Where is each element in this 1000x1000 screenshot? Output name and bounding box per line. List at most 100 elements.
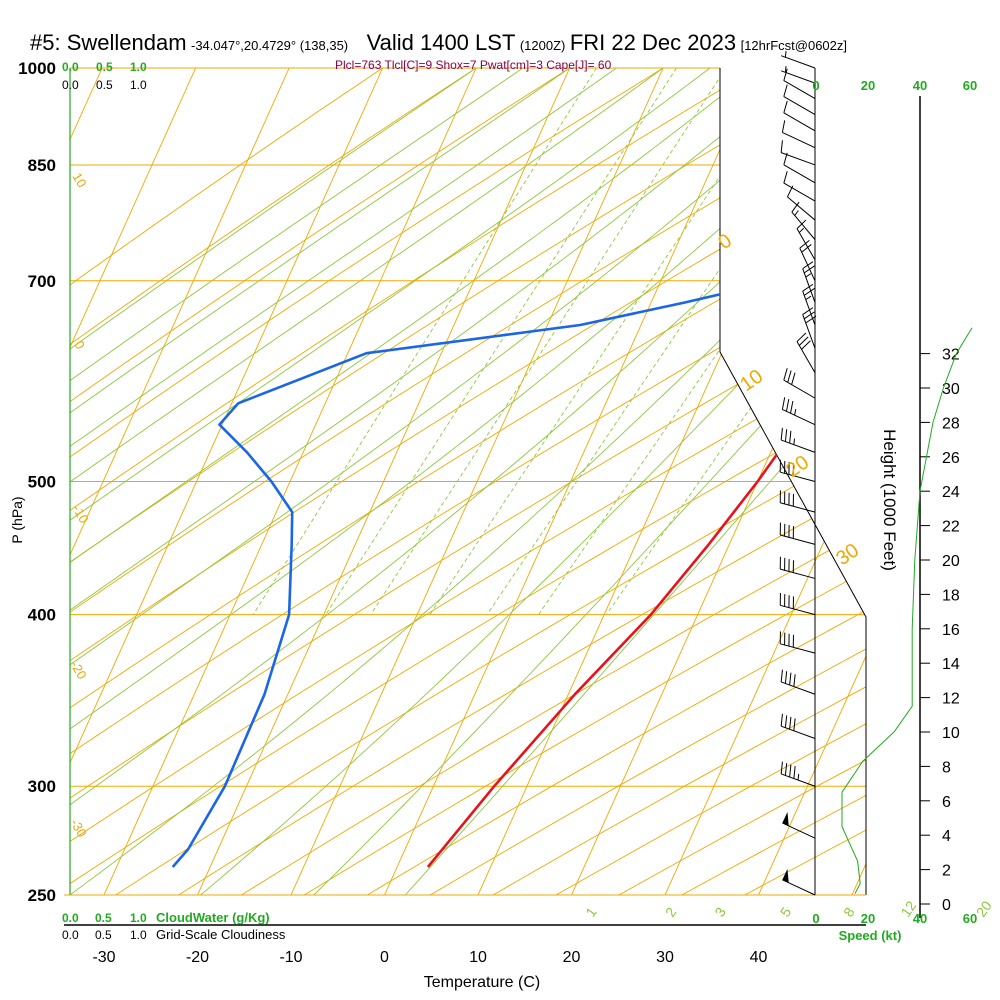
height-tick-label: 16	[942, 622, 960, 639]
barb-staff	[796, 341, 816, 373]
temperature-curve	[426, 69, 866, 868]
wind-speed-profile	[841, 327, 973, 894]
wind-barb	[780, 761, 816, 787]
moist-adiabat	[404, 68, 866, 895]
wind-barb	[783, 368, 816, 399]
top-cloudwater-tick: 0.0	[62, 60, 79, 74]
barb-flag-full	[784, 671, 788, 684]
barb-staff	[781, 55, 816, 69]
wind-barb	[782, 868, 816, 896]
wind-barb	[779, 631, 816, 654]
x-tick-label: 10	[469, 949, 487, 966]
bottom-speed-tick: 60	[963, 911, 977, 926]
sounding-parameters: Plcl=763 Tlcl[C]=9 Shox=7 Pwat[cm]=3 Cap…	[335, 58, 612, 72]
mixing-ratio-line	[370, 68, 727, 615]
barb-flag-full	[801, 340, 811, 350]
pressure-tick-label: 300	[28, 777, 56, 796]
dry-adiabat	[367, 68, 866, 895]
moist-adiabat	[70, 68, 757, 895]
height-tick-label: 20	[942, 553, 960, 570]
pressure-tick-label: 850	[28, 156, 56, 175]
dry-adiabat	[178, 68, 866, 895]
barb-flag-full	[783, 68, 788, 81]
barb-flag-full	[781, 120, 786, 133]
wind-barb	[791, 201, 816, 240]
barb-staff	[780, 643, 816, 654]
barb-staff	[782, 879, 816, 896]
bottom-speed-tick: 0	[812, 911, 819, 926]
barb-flag-half	[784, 51, 787, 58]
wind-barb	[796, 219, 816, 261]
barb-flag-full	[791, 201, 800, 213]
barb-staff	[780, 502, 816, 513]
height-tick-label: 10	[942, 725, 960, 742]
barb-flag-half	[784, 66, 787, 73]
top-speed-tick: 40	[913, 78, 927, 93]
barb-flag-full	[803, 265, 815, 274]
cloudiness-label: Grid-Scale Cloudiness	[156, 927, 286, 942]
barb-flag-full	[784, 429, 788, 442]
dry-adiabat	[70, 68, 383, 895]
barb-flag-full	[784, 715, 788, 728]
wind-barb	[780, 427, 816, 453]
zulu-time: (1200Z)	[519, 38, 566, 53]
barb-flag-full	[796, 219, 807, 230]
barb-flag-full	[799, 239, 810, 249]
barb-flag-full	[780, 761, 783, 774]
wind-barb	[783, 84, 816, 115]
barb-flag-half	[798, 227, 805, 233]
bottom-cloudiness-tick: 1.0	[130, 928, 147, 942]
barb-staff	[780, 534, 816, 545]
barb-flag-half	[805, 273, 812, 278]
height-axis-title: Height (1000 Feet)	[880, 429, 899, 571]
barb-flag-full	[791, 372, 796, 385]
barb-flag-full	[796, 332, 807, 342]
isotherm-label: 10	[69, 170, 89, 190]
barb-flag-half	[793, 438, 795, 445]
wind-barb	[779, 459, 816, 482]
moist-adiabat	[70, 68, 570, 895]
barb-flag-full	[780, 427, 783, 441]
forecast-info: [12hrFcst@0602z]	[740, 38, 848, 53]
wind-barb	[783, 171, 816, 202]
height-tick-label: 8	[942, 759, 951, 776]
barb-flag-full	[781, 397, 786, 410]
wind-barb	[781, 120, 816, 149]
forecast-date: FRI 22 Dec 2023	[569, 30, 737, 55]
barb-staff	[802, 290, 816, 326]
barb-flag-full	[783, 368, 788, 381]
pressure-tick-label: 400	[28, 606, 56, 625]
station-name: #5: Swellendam	[30, 30, 187, 55]
height-tick-label: 22	[942, 519, 960, 536]
x-tick-label: 30	[656, 949, 674, 966]
dry-adiabat	[70, 68, 866, 895]
barb-staff	[802, 268, 816, 303]
barb-flag-half	[794, 210, 799, 216]
theta-label: 10	[736, 365, 767, 396]
moist-adiabat	[70, 68, 617, 895]
barb-pennant	[782, 812, 789, 826]
barb-flag-full	[783, 84, 788, 97]
height-tick-label: 6	[942, 794, 951, 811]
barb-flag-half	[805, 295, 812, 301]
barb-staff	[787, 196, 816, 221]
barb-staff	[782, 408, 816, 426]
barb-flag-full	[784, 763, 788, 776]
top-speed-tick: 0	[812, 78, 819, 93]
mixing-ratio-line	[325, 68, 677, 615]
wind-barb	[779, 592, 816, 616]
bottom-speed-tick: 40	[913, 911, 927, 926]
top-cloudiness-tick: 0.5	[96, 78, 113, 92]
height-tick-label: 14	[942, 656, 960, 673]
barb-staff	[799, 247, 816, 281]
barb-staff	[780, 604, 816, 616]
barb-flag-full	[802, 307, 814, 315]
dry-adiabat	[70, 68, 866, 895]
bottom-cloudwater-tick: 1.0	[130, 911, 147, 925]
x-tick-label: -30	[92, 949, 115, 966]
mixing-ratio-line	[486, 68, 856, 615]
x-tick-label: -20	[186, 949, 209, 966]
barb-flag-full	[803, 288, 815, 296]
height-tick-label: 28	[942, 415, 960, 432]
barb-staff	[781, 439, 816, 453]
